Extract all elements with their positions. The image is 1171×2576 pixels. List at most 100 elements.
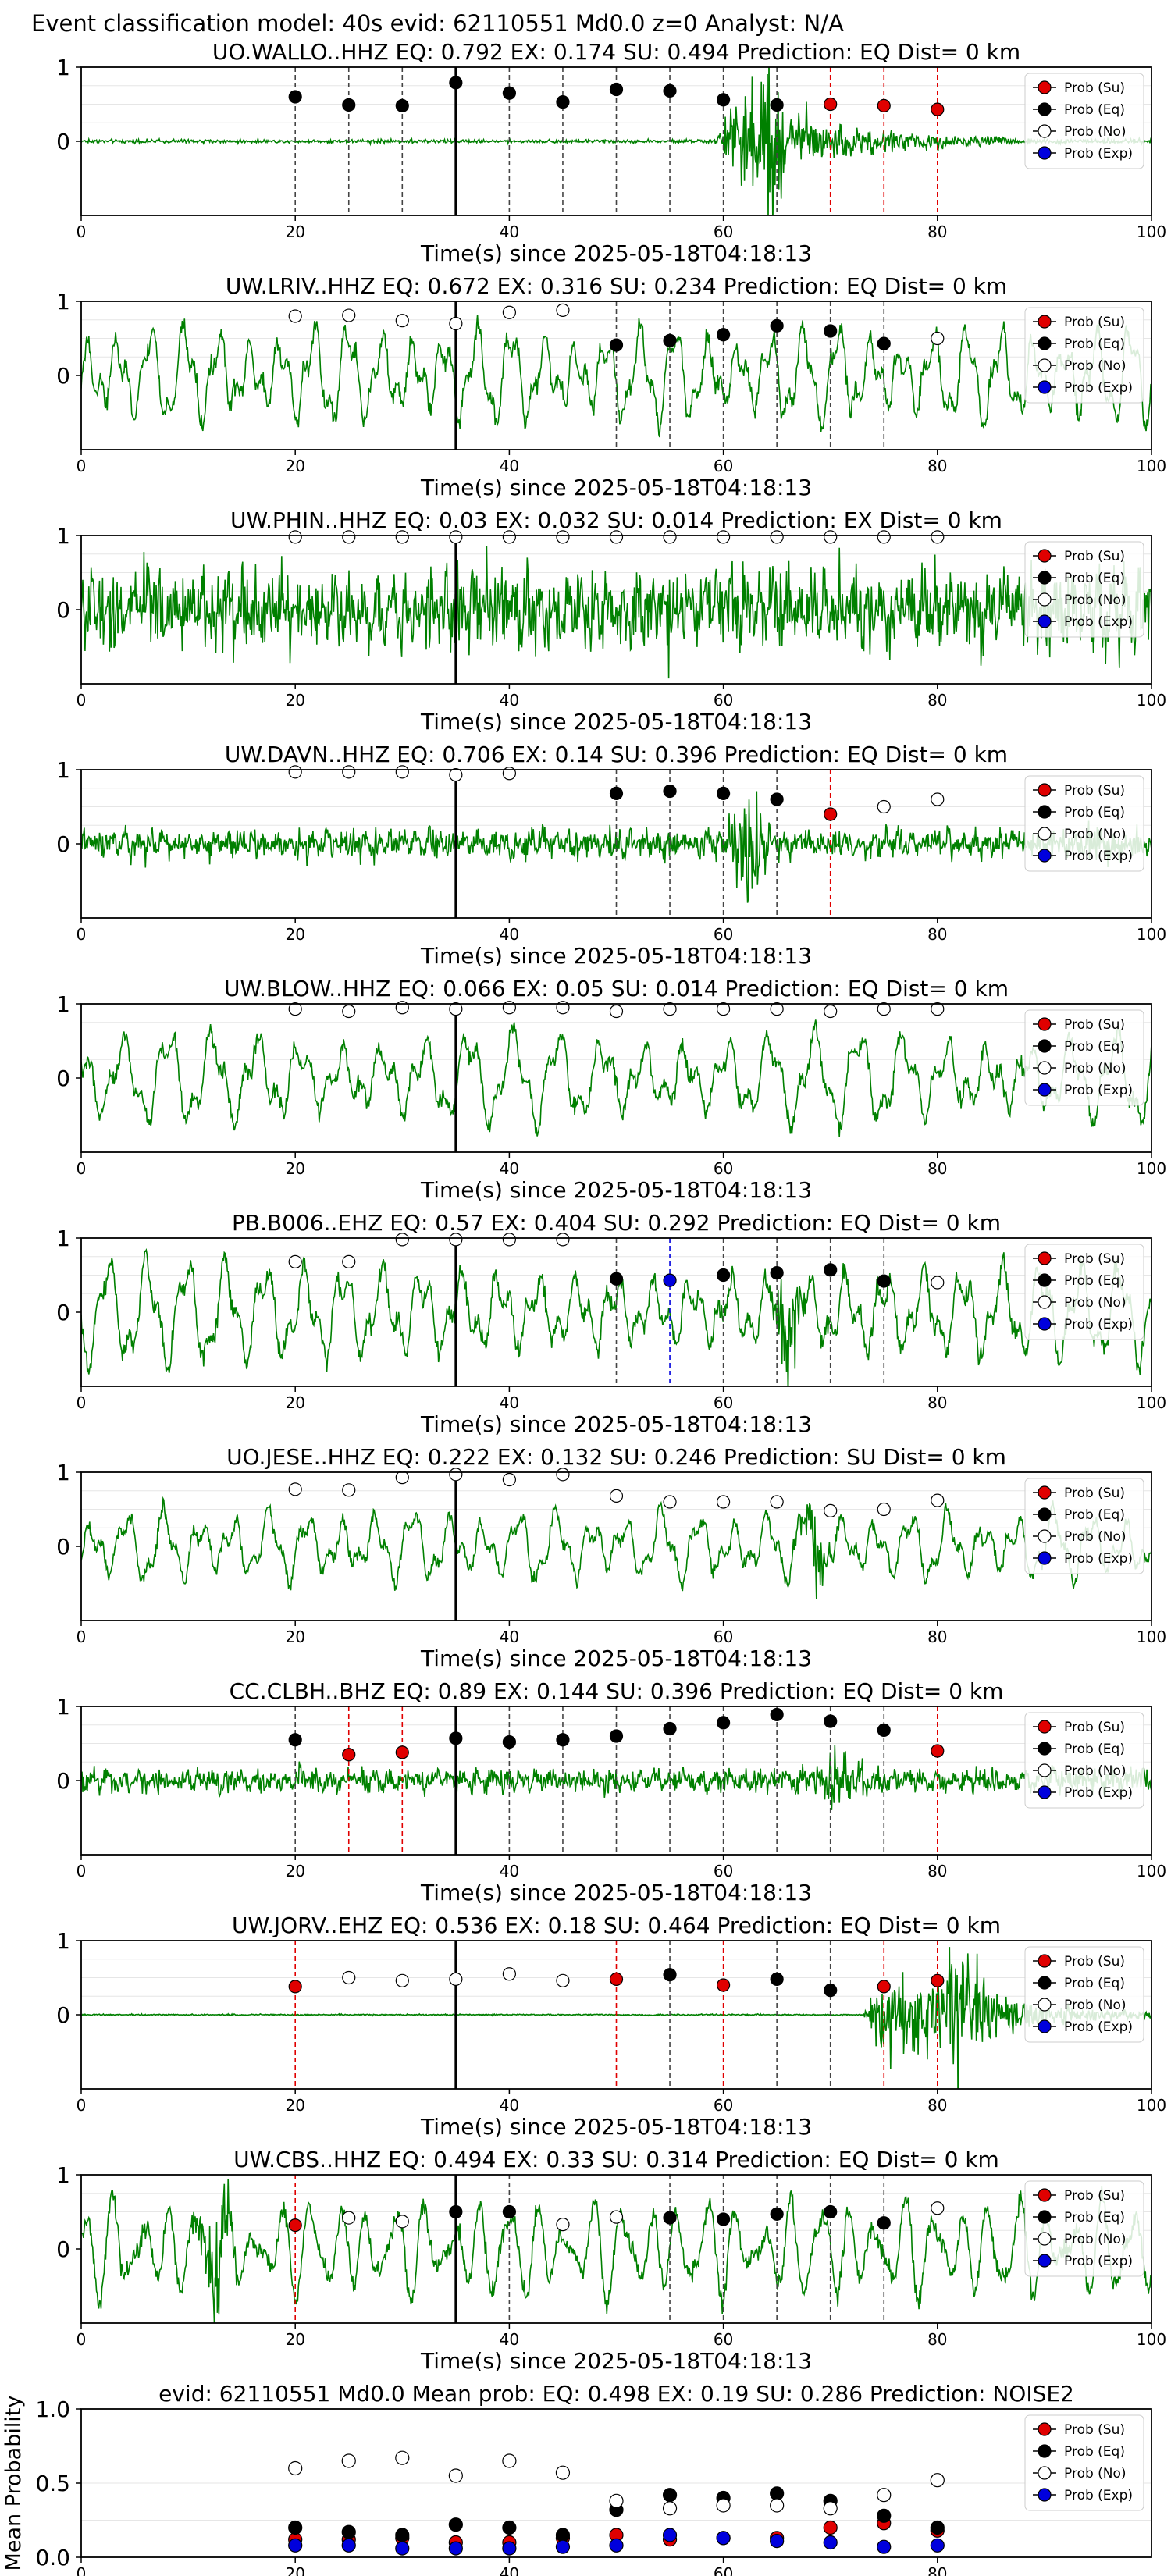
legend-label: Prob (Eq)	[1064, 1976, 1125, 1991]
y-tick-label: 0	[56, 2236, 70, 2262]
prob-point-no	[288, 1002, 302, 1016]
prob-point-no	[395, 1233, 409, 1247]
panel-title: UW.DAVN..HHZ EQ: 0.706 EX: 0.14 SU: 0.39…	[225, 742, 1008, 767]
x-tick-label: 80	[927, 2564, 947, 2576]
prob-point-eq	[663, 2211, 677, 2225]
x-tick-label: 100	[1137, 1628, 1166, 1646]
prob-point-no	[342, 1004, 356, 1019]
prob-point-no	[449, 1002, 463, 1016]
prob-point-no	[449, 1233, 463, 1247]
x-tick-label: 20	[285, 1862, 304, 1880]
x-tick-label: 0	[77, 2564, 87, 2576]
y-tick-label: 0	[56, 129, 70, 155]
prob-point-no	[770, 530, 784, 544]
legend-label: Prob (Eq)	[1064, 1742, 1125, 1757]
prob-point-no	[824, 530, 838, 544]
legend-label: Prob (Su)	[1064, 1251, 1125, 1267]
legend-marker-exp	[1038, 2019, 1052, 2033]
prob-point-su	[342, 1748, 356, 1762]
legend-label: Prob (No)	[1064, 1529, 1127, 1545]
prob-point-eq	[663, 84, 677, 98]
x-tick-label: 0	[77, 2330, 87, 2349]
prob-point-no	[609, 2210, 624, 2224]
mean-point-exp	[930, 2538, 945, 2553]
legend-marker-su	[1038, 1954, 1052, 1968]
legend-label: Prob (Su)	[1064, 1720, 1125, 1735]
x-tick-label: 40	[500, 691, 519, 710]
mean-point-no	[448, 2468, 463, 2483]
y-axis-label: Mean Probability	[2, 2396, 26, 2571]
prob-point-eq	[824, 1714, 838, 1728]
legend-box	[1024, 73, 1144, 169]
legend-marker-exp	[1038, 849, 1052, 863]
prob-point-eq	[824, 324, 838, 338]
x-axis-label: Time(s) since 2025-05-18T04:18:13	[420, 475, 812, 500]
mean-point-exp	[662, 2528, 678, 2542]
mean-point-no	[288, 2460, 303, 2476]
legend-label: Prob (Su)	[1064, 2422, 1125, 2438]
x-tick-label: 100	[1137, 222, 1166, 241]
prob-point-no	[931, 1002, 945, 1016]
prob-point-su	[609, 1972, 624, 1986]
mean-point-eq	[395, 2528, 410, 2542]
x-tick-label: 80	[927, 1628, 947, 1646]
prob-point-no	[663, 530, 677, 544]
prob-point-no	[877, 799, 891, 814]
panel-title: UW.BLOW..HHZ EQ: 0.066 EX: 0.05 SU: 0.01…	[224, 976, 1009, 1002]
x-tick-label: 0	[77, 691, 87, 710]
prob-point-eq	[716, 93, 731, 107]
mean-point-exp	[288, 2538, 303, 2553]
x-tick-label: 80	[927, 691, 947, 710]
mean-point-eq	[502, 2520, 517, 2535]
legend-marker-no	[1038, 592, 1052, 607]
mean-point-eq	[341, 2524, 356, 2539]
prob-point-eq	[716, 2212, 731, 2226]
panel-8: UW.JORV..EHZ EQ: 0.536 EX: 0.18 SU: 0.46…	[56, 1912, 1166, 2140]
mean-point-no	[662, 2501, 678, 2516]
x-tick-label: 40	[500, 925, 519, 944]
prob-point-eq	[609, 786, 624, 801]
legend-label: Prob (Exp)	[1064, 380, 1133, 396]
prob-point-eq	[663, 1968, 677, 1982]
prob-point-no	[449, 316, 463, 331]
legend-marker-exp	[1038, 146, 1052, 160]
x-tick-label: 60	[714, 925, 733, 944]
prob-point-eq	[663, 784, 677, 799]
mean-point-eq	[555, 2528, 571, 2542]
y-tick-label: 0.0	[35, 2545, 70, 2571]
prob-point-eq	[663, 1721, 677, 1736]
mean-point-exp	[555, 2539, 571, 2554]
x-axis-label: Time(s) since 2025-05-18T04:18:13	[420, 1646, 812, 1671]
prob-point-no	[342, 1970, 356, 1985]
y-tick-label: 0	[56, 1300, 70, 1325]
waveform	[81, 1496, 1151, 1599]
legend-box	[1024, 1712, 1144, 1809]
x-tick-label: 20	[285, 2564, 304, 2576]
legend-marker-su	[1038, 1720, 1052, 1734]
legend-label: Prob (No)	[1064, 592, 1127, 608]
prob-point-eq	[877, 1723, 891, 1737]
legend-label: Prob (Eq)	[1064, 102, 1125, 118]
mean-point-no	[555, 2465, 571, 2480]
prob-point-no	[449, 1468, 463, 1482]
x-tick-label: 20	[285, 1628, 304, 1646]
legend-marker-eq	[1038, 1039, 1052, 1053]
x-tick-label: 20	[285, 1393, 304, 1412]
legend-label: Prob (Eq)	[1064, 571, 1125, 586]
legend-marker-exp	[1038, 1083, 1052, 1097]
prob-point-eq	[609, 338, 624, 352]
mean-point-exp	[877, 2539, 892, 2554]
x-tick-label: 60	[714, 457, 733, 475]
y-tick-label: 1	[56, 1226, 70, 1251]
legend-label: Prob (Su)	[1064, 1485, 1125, 1501]
legend-marker-eq	[1038, 336, 1052, 350]
mean-point-no	[930, 2473, 945, 2488]
prob-point-eq	[556, 1733, 570, 1747]
prob-point-no	[395, 530, 409, 544]
prob-point-no	[502, 1472, 517, 1487]
prob-point-no	[609, 1489, 624, 1503]
legend-label: Prob (No)	[1064, 1763, 1127, 1779]
legend-label: Prob (Exp)	[1064, 1785, 1133, 1801]
x-tick-label: 100	[1137, 1159, 1166, 1178]
